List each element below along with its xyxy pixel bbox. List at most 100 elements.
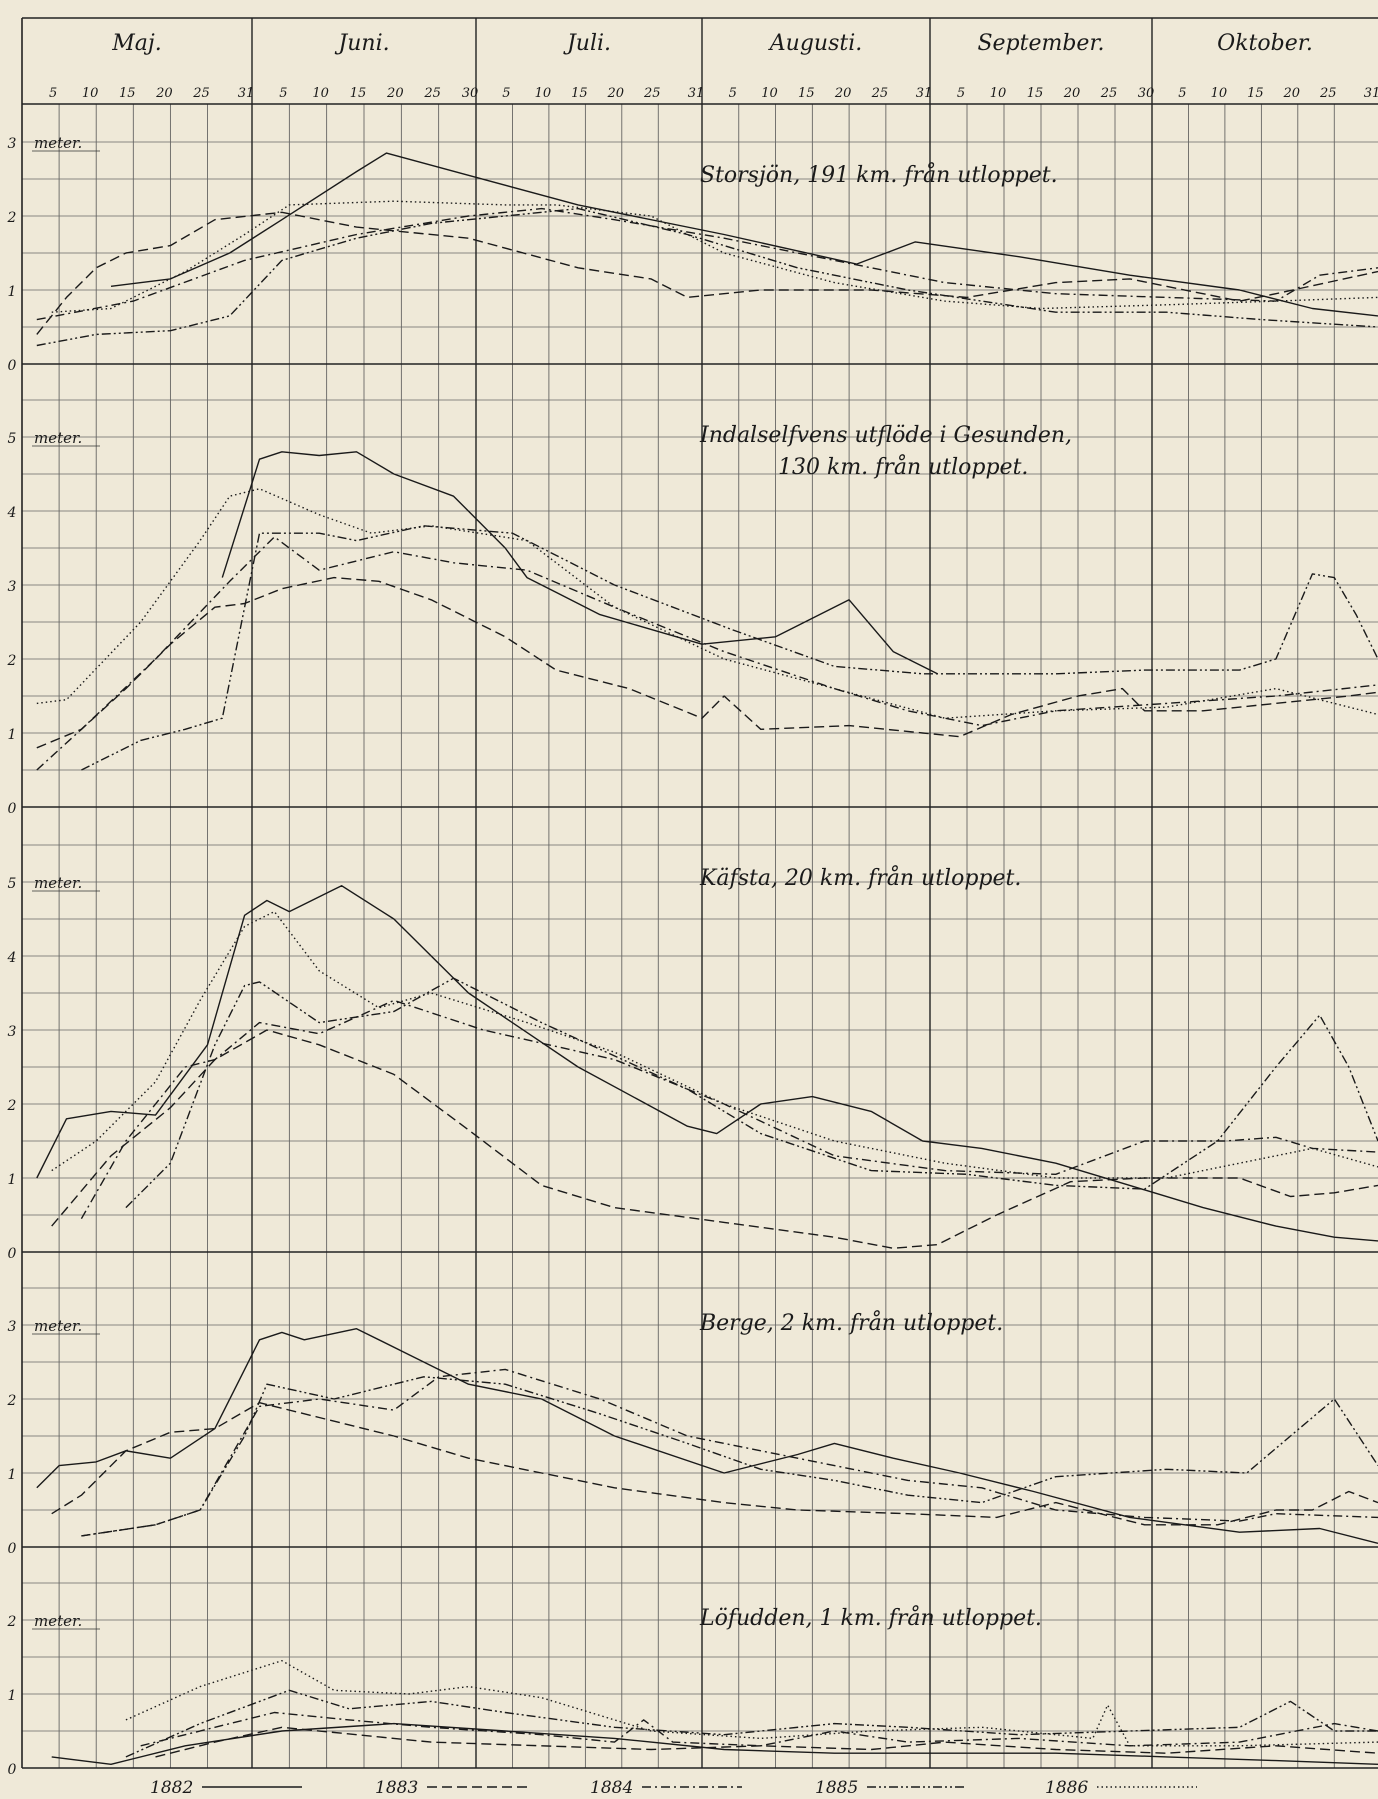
month-label: Maj. <box>111 31 161 56</box>
day-tick-label: 15 <box>1247 86 1264 101</box>
y-tick-label: 3 <box>8 136 17 152</box>
y-axis-unit-label: meter. <box>34 1317 82 1335</box>
y-axis-unit-label: meter. <box>34 1612 82 1630</box>
y-tick-label: 1 <box>8 1467 17 1483</box>
panel-title: Löfudden, 1 km. från utloppet. <box>699 1604 1042 1631</box>
series-line-dashdot <box>36 207 1378 321</box>
y-tick-label: 4 <box>7 950 17 966</box>
day-tick-label: 5 <box>49 86 57 101</box>
day-tick-label: 31 <box>688 86 705 101</box>
panel-4: 0 1 2 meter. Löfudden, 1 km. från utloppet. <box>7 1604 1378 1778</box>
y-tick-label: 5 <box>8 431 17 447</box>
day-tick-label: 31 <box>238 86 255 101</box>
month-label: September. <box>977 31 1104 56</box>
day-tick-label: 15 <box>119 86 136 101</box>
y-tick-label: 1 <box>8 1688 17 1704</box>
series-line-dashdotdot <box>81 1376 1378 1537</box>
y-tick-label: 2 <box>7 210 17 226</box>
series-line-dashed <box>51 1029 1378 1249</box>
legend-year-label: 1885 <box>815 1778 858 1798</box>
day-tick-label: 25 <box>643 86 661 101</box>
panel-title: Käfsta, 20 km. från utloppet. <box>699 864 1021 891</box>
series-line-dashdotdot <box>125 977 1378 1209</box>
day-tick-label: 10 <box>82 86 99 101</box>
series-line-dashed <box>51 1402 1378 1526</box>
series-line-dotted <box>36 488 1378 719</box>
day-tick-label: 20 <box>607 86 625 101</box>
y-tick-label: 0 <box>8 1762 17 1778</box>
day-tick-label: 15 <box>571 86 588 101</box>
series-line-dashdot <box>36 536 1378 771</box>
panel-title: Berge, 2 km. från utloppet. <box>699 1309 1003 1336</box>
day-tick-label: 20 <box>834 86 852 101</box>
day-tick-label: 25 <box>1319 86 1337 101</box>
day-tick-label: 10 <box>535 86 552 101</box>
series-line-solid <box>110 152 1378 317</box>
month-label: Augusti. <box>768 31 862 56</box>
day-tick-label: 25 <box>423 86 441 101</box>
series-line-dashdotdot <box>36 207 1378 347</box>
panel-2: 0 1 2 3 4 5 meter. Käfsta, 20 km. från utloppet… <box>7 864 1378 1262</box>
y-tick-label: 3 <box>8 579 17 595</box>
day-tick-label: 15 <box>798 86 815 101</box>
legend-year-label: 1883 <box>375 1778 418 1798</box>
series-line-dotted <box>51 910 1378 1179</box>
day-tick-label: 25 <box>1100 86 1118 101</box>
series-line-solid <box>36 885 1378 1242</box>
series-line-solid <box>221 451 938 675</box>
day-tick-label: 15 <box>350 86 367 101</box>
y-tick-label: 0 <box>8 1541 17 1557</box>
series-line-dashed <box>36 576 1378 749</box>
day-tick-label: 5 <box>957 86 965 101</box>
series-line-dashdot <box>140 1711 1378 1747</box>
series-line-dotted <box>51 200 1378 313</box>
y-tick-label: 0 <box>8 801 17 817</box>
day-tick-label: 10 <box>990 86 1007 101</box>
day-tick-label: 10 <box>761 86 778 101</box>
day-tick-label: 25 <box>871 86 889 101</box>
chart-frame <box>21 17 1378 1769</box>
series-line-dashdotdot <box>125 1689 1378 1758</box>
day-tick-label: 20 <box>386 86 404 101</box>
day-tick-label: 5 <box>729 86 737 101</box>
series-line-dashdot <box>80 999 1378 1220</box>
month-label: Juli. <box>563 31 611 56</box>
day-tick-label: 20 <box>155 86 173 101</box>
month-headers: 5 10 15 20 25 31 5 10 15 20 25 30 5 10 15 20 25 31 5 10 15 20… <box>49 31 1378 101</box>
y-axis-unit-label: meter. <box>34 134 82 152</box>
y-tick-label: 1 <box>8 1172 17 1188</box>
panel-0: 0 1 2 3 meter. Storsjön, 191 km. från utloppe… <box>7 134 1378 374</box>
y-tick-label: 0 <box>8 358 17 374</box>
month-label: Juni. <box>334 31 389 56</box>
panel-title: Indalselfvens utflöde i Gesunden, <box>699 423 1072 448</box>
y-tick-label: 2 <box>7 1098 17 1114</box>
y-tick-label: 0 <box>8 1246 17 1262</box>
legend-year-label: 1884 <box>590 1778 633 1798</box>
series-line-solid <box>51 1722 1378 1765</box>
day-tick-label: 25 <box>192 86 210 101</box>
series-line-dashdot <box>81 1368 1378 1537</box>
day-tick-label: 31 <box>1364 86 1378 101</box>
legend-year-label: 1882 <box>150 1778 193 1798</box>
y-tick-label: 3 <box>8 1319 17 1335</box>
panel-subtitle: 130 km. från utloppet. <box>778 453 1028 480</box>
day-tick-label: 10 <box>1211 86 1228 101</box>
y-axis-unit-label: meter. <box>34 429 82 447</box>
y-tick-label: 1 <box>8 727 17 743</box>
y-tick-label: 2 <box>7 1614 17 1630</box>
day-tick-label: 5 <box>1178 86 1186 101</box>
panel-3: 0 1 2 3 meter. Berge, 2 km. från utloppet. <box>7 1309 1378 1557</box>
y-tick-label: 2 <box>7 653 17 669</box>
day-tick-label: 10 <box>312 86 329 101</box>
legend: 1882 1883 1884 1885 1886 <box>150 1778 1197 1798</box>
panel-1: 0 1 2 3 4 5 meter. Indalselfvens utflöde i Gesu… <box>7 423 1378 817</box>
day-tick-label: 5 <box>279 86 287 101</box>
y-tick-label: 5 <box>8 876 17 892</box>
day-tick-label: 15 <box>1027 86 1044 101</box>
panel-title: Storsjön, 191 km. från utloppet. <box>700 161 1058 188</box>
day-tick-label: 20 <box>1063 86 1081 101</box>
day-tick-label: 30 <box>1138 86 1155 101</box>
day-tick-label: 20 <box>1283 86 1301 101</box>
